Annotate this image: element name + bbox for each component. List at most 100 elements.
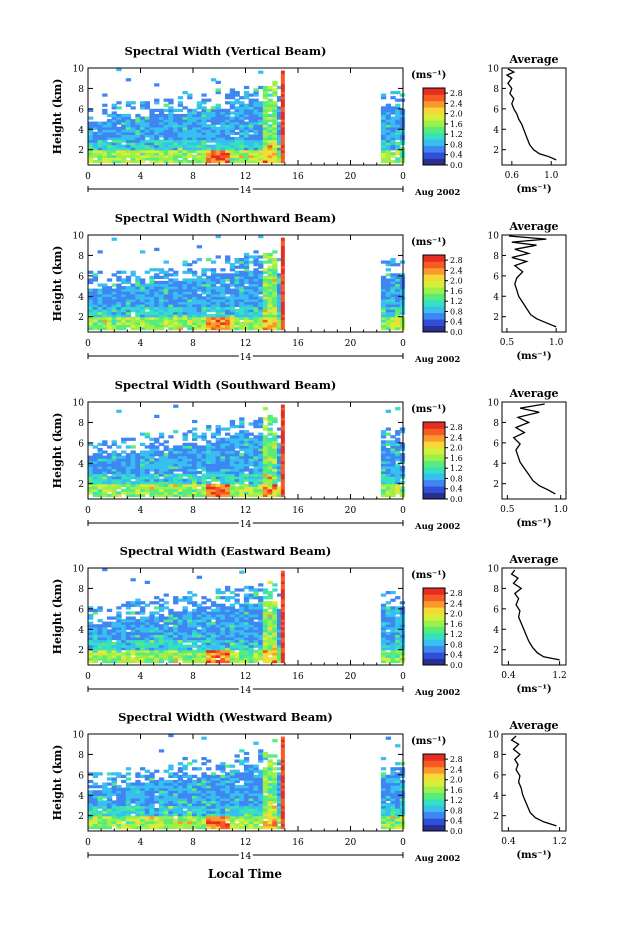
heatmap-cell [395, 465, 401, 469]
heatmap-cell [220, 447, 226, 452]
heatmap-cell [220, 481, 226, 485]
heatmap-cell [234, 273, 240, 277]
heatmap-cell [135, 478, 141, 482]
heatmap-cell [158, 270, 165, 274]
heatmap-cell [239, 311, 245, 315]
heatmap-cell [97, 488, 103, 492]
heatmap-cell [111, 440, 117, 444]
heatmap-cell [149, 286, 155, 290]
heatmap-cell [390, 478, 396, 482]
heatmap-cell [106, 777, 113, 781]
heatmap-cell [234, 288, 240, 292]
heatmap-cell [243, 473, 250, 477]
heatmap-cell [135, 139, 141, 143]
heatmap-cell [280, 144, 285, 148]
heatmap-cell [399, 468, 406, 472]
heatmap-cell [163, 649, 169, 653]
heatmap-cell [173, 291, 179, 295]
heatmap-cell [116, 301, 122, 305]
heatmap-cell [88, 473, 94, 477]
heatmap-cell [102, 298, 108, 302]
heatmap-cell [140, 455, 146, 459]
heatmap-cell [144, 621, 150, 625]
heatmap-cell [390, 624, 396, 628]
heatmap-cell [220, 460, 226, 464]
heatmap-cell [229, 111, 236, 115]
heatmap-cell [116, 621, 122, 625]
heatmap-cell [248, 139, 254, 143]
heatmap-cell [248, 478, 254, 482]
heatmap-cell [182, 453, 188, 457]
heatmap-cell [253, 314, 259, 318]
heatmap-cell [182, 491, 188, 495]
heatmap-cell [163, 455, 169, 459]
heatmap-cell [234, 455, 240, 459]
heatmap-cell [173, 301, 179, 305]
heatmap-cell [149, 144, 155, 148]
heatmap-cell [258, 311, 264, 315]
heatmap-cell [140, 432, 146, 436]
heatmap-cell [215, 314, 221, 318]
heatmap-cell [192, 283, 198, 287]
heatmap-cell [130, 291, 136, 295]
heatmap-cell [102, 624, 108, 628]
heatmap-cell [154, 795, 160, 799]
heatmap-cell [92, 813, 98, 817]
heatmap-cell [149, 455, 155, 459]
heatmap-cell [130, 823, 136, 827]
heatmap-cell [187, 460, 193, 464]
heatmap-cell [380, 642, 387, 646]
heatmap-cell [280, 121, 285, 125]
heatmap-cell [140, 820, 146, 824]
heatmap-cell [196, 278, 202, 282]
heatmap-cell [144, 626, 150, 630]
heatmap-cell [168, 613, 174, 618]
heatmap-cell [280, 283, 285, 287]
heatmap-cell [106, 818, 113, 822]
heatmap-cell [272, 101, 278, 105]
heatmap-cell [385, 624, 391, 628]
heatmap-cell [243, 111, 250, 115]
heatmap-cell [272, 419, 278, 424]
heatmap-cell [130, 659, 136, 664]
heatmap-cell [92, 455, 98, 459]
heatmap-cell [140, 767, 146, 771]
heatmap-cell [220, 159, 226, 164]
heatmap-cell [163, 321, 169, 325]
heatmap-cell [187, 626, 193, 630]
heatmap-cell [234, 111, 240, 115]
heatmap-cell [234, 621, 240, 625]
heatmap-cell [187, 270, 193, 274]
heatmap-cell [243, 649, 250, 653]
heatmap-cell [102, 652, 108, 656]
heatmap-cell [97, 649, 103, 653]
heatmap-cell [225, 486, 231, 490]
heatmap-cell [192, 473, 198, 477]
heatmap-cell [215, 139, 221, 143]
heatmap-cell [229, 296, 236, 300]
heatmap-cell [125, 808, 132, 812]
heatmap-cell [187, 491, 193, 495]
heatmap-cell [220, 493, 226, 498]
heatmap-cell [177, 639, 184, 643]
heatmap-cell [272, 129, 278, 133]
heatmap-cell [248, 273, 254, 277]
heatmap-cell [187, 468, 193, 472]
heatmap-cell [395, 126, 401, 130]
heatmap-cell [280, 78, 285, 82]
heatmap-cell [173, 486, 179, 490]
heatmap-cell [182, 288, 188, 292]
heatmap-cell [380, 321, 387, 325]
heatmap-cell [267, 147, 273, 151]
heatmap-cell [239, 121, 245, 125]
heatmap-cell [210, 126, 217, 130]
heatmap-cell [158, 825, 165, 830]
heatmap-cell [262, 113, 269, 118]
heatmap-cell [196, 326, 202, 331]
heatmap-cell [253, 260, 259, 264]
heatmap-cell [135, 642, 141, 646]
heatmap-cell [201, 157, 207, 161]
heatmap-cell [163, 129, 169, 133]
heatmap-cell [92, 458, 98, 462]
heatmap-cell [177, 134, 184, 138]
